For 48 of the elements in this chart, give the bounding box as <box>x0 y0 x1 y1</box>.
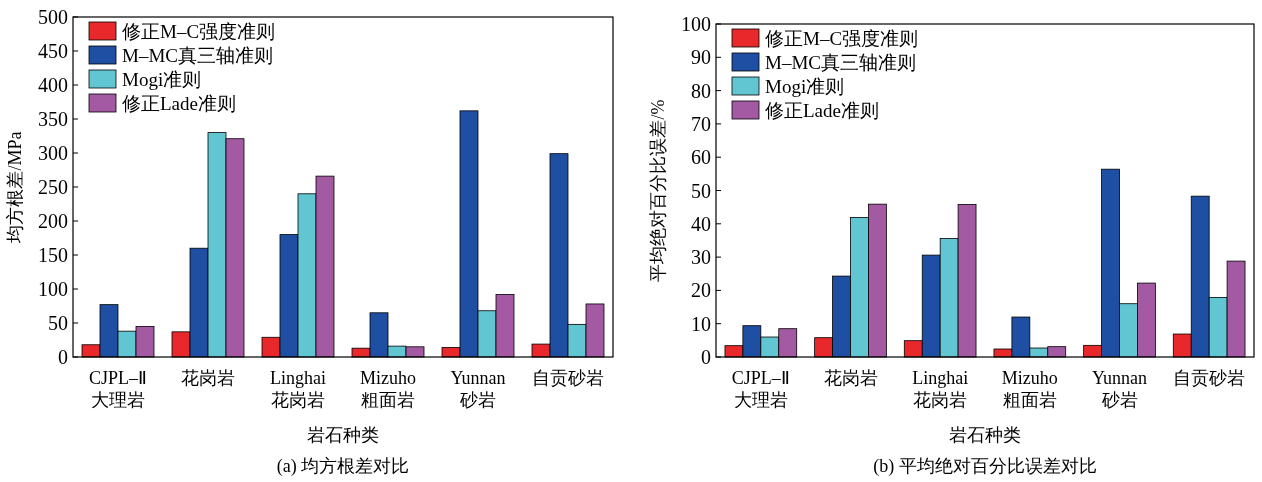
x-tick-label: 花岗岩 <box>181 368 235 388</box>
legend-label: 修正Lade准则 <box>765 100 879 121</box>
y-tick-label: 70 <box>691 112 711 135</box>
y-tick-label: 30 <box>691 246 711 269</box>
legend-label: Mogi准则 <box>122 69 202 90</box>
y-axis-title: 均方根差/MPa <box>5 131 25 244</box>
y-tick-label: 500 <box>38 6 68 28</box>
y-tick-label: 300 <box>38 142 68 164</box>
y-tick-label: 20 <box>691 279 711 302</box>
x-axis-title: 岩石种类 <box>949 425 1021 445</box>
y-tick-label: 250 <box>38 176 68 198</box>
y-tick-label: 90 <box>691 46 711 69</box>
x-tick-label: CJPL–Ⅱ 大理岩 <box>88 368 148 410</box>
y-tick-label: 100 <box>681 13 711 35</box>
y-tick-label: 80 <box>691 79 711 102</box>
y-tick-label: 150 <box>38 244 68 266</box>
y-tick-label: 400 <box>38 74 68 96</box>
x-tick-label: 自贡砂岩 <box>1173 368 1246 388</box>
legend-label: Mogi准则 <box>765 76 845 97</box>
y-tick-label: 0 <box>58 346 68 368</box>
text: (b) 平均绝对百分比误差对比 <box>873 456 1097 477</box>
text: (a) 均方根差对比 <box>276 456 410 477</box>
x-tick-label: 花岗岩 <box>823 368 878 388</box>
x-tick-label: Mizuho 粗面岩 <box>360 368 416 410</box>
y-tick-label: 350 <box>38 108 68 130</box>
y-axis-title: 平均绝对百分比误差/% <box>648 99 668 282</box>
x-tick-label: Linghai 花岗岩 <box>270 368 326 410</box>
y-tick-label: 10 <box>691 312 711 335</box>
x-axis-title: 岩石种类 <box>307 425 379 445</box>
y-tick-label: 40 <box>691 212 711 235</box>
legend-label: M–MC真三轴准则 <box>765 52 916 73</box>
y-tick-label: 100 <box>38 278 68 300</box>
y-tick-label: 50 <box>48 312 68 334</box>
legend-label: M–MC真三轴准则 <box>122 45 273 66</box>
x-tick-label: CJPL–Ⅱ 大理岩 <box>731 368 790 410</box>
x-tick-label: Yunnan 砂岩 <box>1092 368 1147 410</box>
x-tick-label: Yunnan 砂岩 <box>450 368 506 410</box>
legend-label: 修正M–C强度准则 <box>765 28 919 49</box>
y-tick-label: 0 <box>701 346 711 368</box>
x-tick-label: 自贡砂岩 <box>532 368 604 388</box>
y-tick-label: 200 <box>38 210 68 232</box>
y-tick-label: 450 <box>38 40 68 62</box>
legend-label: 修正Lade准则 <box>122 93 236 114</box>
x-tick-label: Linghai 花岗岩 <box>912 368 969 410</box>
y-tick-label: 50 <box>691 179 711 202</box>
x-tick-label: Mizuho 粗面岩 <box>1001 368 1058 410</box>
legend-label: 修正M–C强度准则 <box>122 21 276 42</box>
y-tick-label: 60 <box>691 146 711 169</box>
